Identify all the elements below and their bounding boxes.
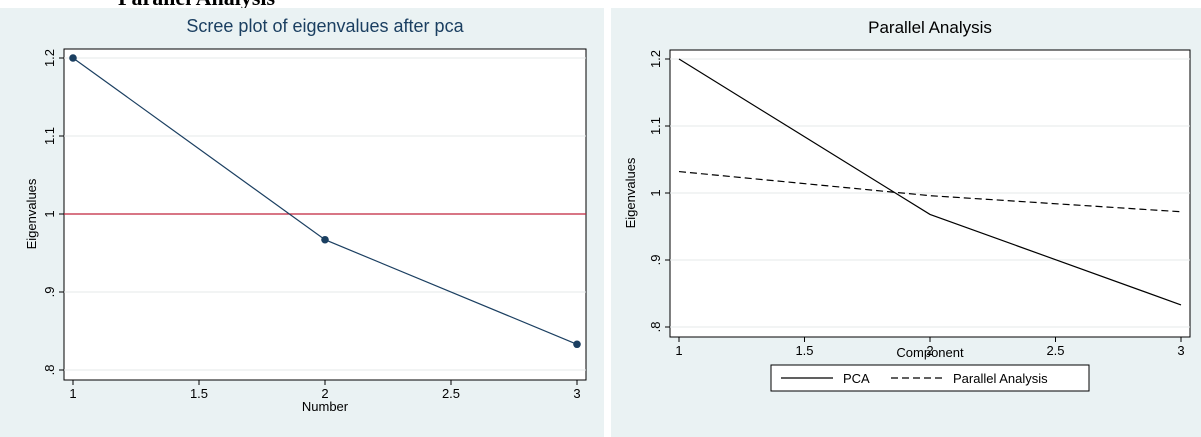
x-axis-label: Number: [302, 399, 349, 414]
scree-plot-chart: Scree plot of eigenvalues after pca .8 .9 1…: [24, 16, 587, 414]
y-tick-label: .8: [42, 365, 57, 376]
y-tick-label: .9: [648, 255, 663, 266]
chart-title: Parallel Analysis: [868, 18, 992, 37]
page-title-fragment: Parallel Analysis: [118, 0, 278, 10]
y-tick-label: 1: [42, 210, 57, 217]
y-tick-label: 1.2: [42, 49, 57, 67]
x-tick-label: 2: [926, 343, 933, 358]
y-axis-label: Eigenvalues: [623, 157, 638, 228]
data-point: [321, 235, 329, 244]
x-tick-label: 2: [321, 386, 328, 401]
x-tick-label: 1.5: [795, 343, 813, 358]
y-tick-label: 1.1: [648, 117, 663, 135]
scree-plot-panel: Scree plot of eigenvalues after pca .8 .9 1…: [0, 8, 604, 437]
legend-label: Parallel Analysis: [953, 371, 1048, 386]
x-tick-label: 1: [69, 386, 76, 401]
y-tick-label: 1.1: [42, 127, 57, 145]
y-tick-label: 1: [648, 189, 663, 196]
series-line-pca: [678, 58, 1182, 306]
x-tick-label: 1: [675, 343, 682, 358]
parallel-analysis-chart: Parallel Analysis .8 .9 1 1.1 1.2 1 1.5 2 2.5 3 Com…: [623, 18, 1191, 392]
x-tick-label: 2.5: [442, 386, 460, 401]
y-axis-label: Eigenvalues: [24, 178, 39, 249]
series-line-parallel-analysis: [678, 170, 1182, 213]
x-axis-label: Component: [896, 345, 964, 360]
data-point: [69, 54, 77, 62]
y-tick-label: .8: [648, 322, 663, 333]
page-title-fragment-text: Parallel Analysis: [118, 0, 278, 9]
legend-label: PCA: [843, 371, 870, 386]
x-tick-label: 3: [573, 386, 580, 401]
x-tick-label: 1.5: [190, 386, 208, 401]
x-tick-label: 2.5: [1046, 343, 1064, 358]
chart-title: Scree plot of eigenvalues after pca: [186, 16, 464, 36]
data-point: [573, 340, 581, 349]
y-tick-label: .9: [42, 287, 57, 298]
x-tick-label: 3: [1177, 343, 1184, 358]
parallel-analysis-panel: Parallel Analysis .8 .9 1 1.1 1.2 1 1.5 2 2.5 3 Com…: [611, 8, 1201, 437]
y-tick-label: 1.2: [648, 50, 663, 68]
